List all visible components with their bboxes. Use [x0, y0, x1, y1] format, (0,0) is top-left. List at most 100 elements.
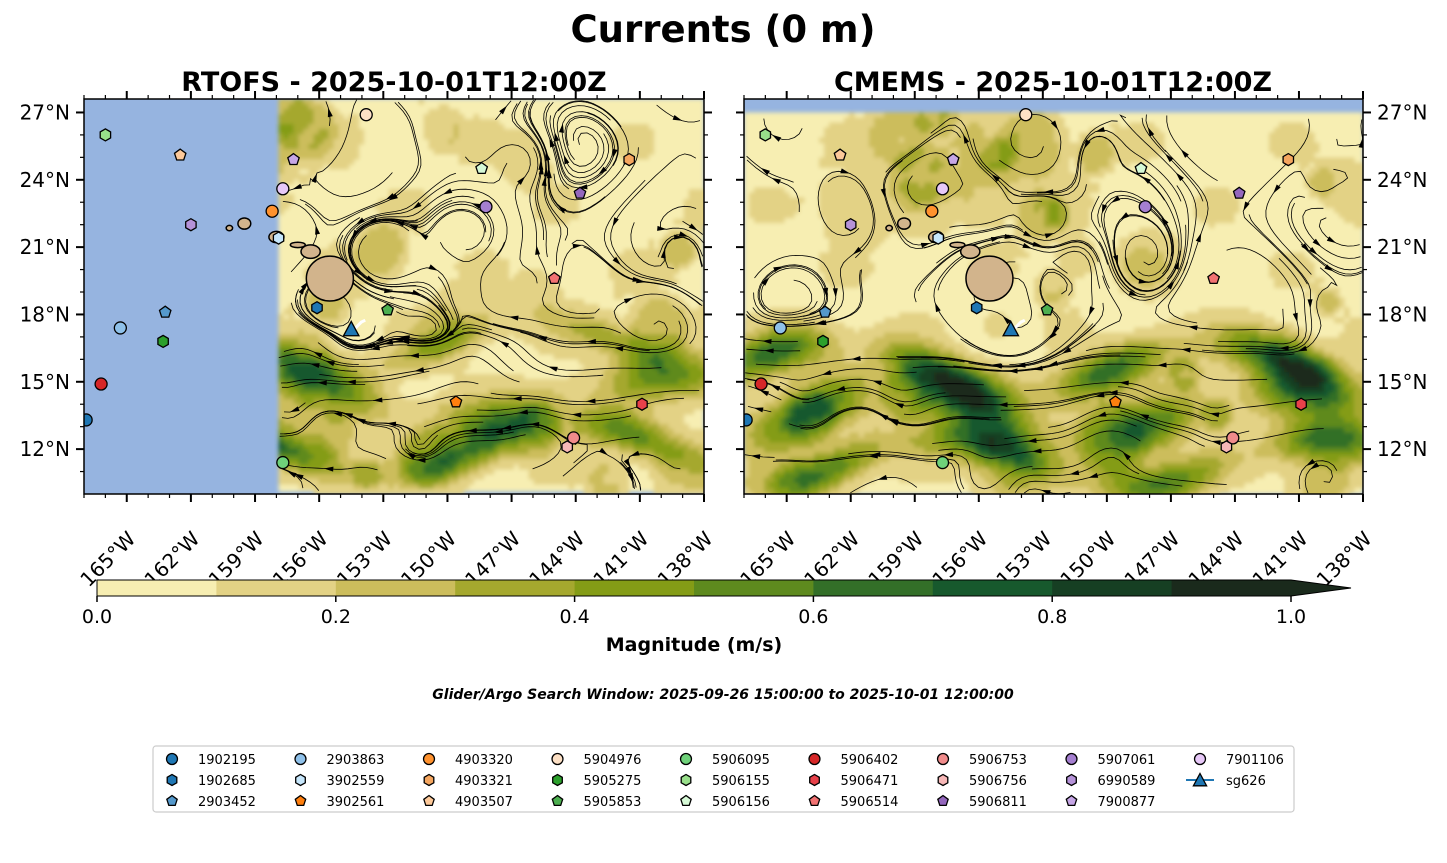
legend-marker-3902559 [295, 773, 306, 787]
streamline-arrow [548, 366, 558, 372]
streamline-arrow [298, 285, 306, 295]
legend-label-2903452: 2903452 [198, 795, 256, 810]
float-marker-3902559 [932, 231, 945, 245]
legend-marker-5906753 [936, 752, 950, 766]
streamline-arrow [1095, 126, 1105, 132]
streamline-arrow [538, 160, 544, 170]
streamline-arrow [1181, 347, 1191, 353]
float-marker-5905275 [817, 334, 829, 349]
streamline-arrow [1069, 470, 1080, 476]
streamline-arrow [384, 288, 394, 294]
float-marker-5906402 [94, 377, 108, 391]
streamline-arrow [1139, 414, 1150, 420]
streamline-arrow [317, 380, 327, 386]
float-marker-2903863 [773, 321, 787, 335]
glider-track [1013, 318, 1026, 330]
streamline [349, 210, 485, 261]
rtofs-panel: RTOFS - 2025-10-01T12:00Z 165°W 162°W 159°… [20, 67, 718, 592]
streamline-arrow [760, 167, 770, 176]
streamline-arrow [467, 427, 477, 433]
streamline-arrow [840, 168, 850, 174]
streamline-arrow [294, 473, 304, 480]
figure-title: Currents (0 m) [570, 8, 875, 51]
legend-marker-5905275 [552, 773, 563, 787]
streamline-arrow [412, 201, 422, 210]
legend-marker-3902561 [294, 794, 307, 807]
streamline-arrow [1147, 127, 1155, 137]
streamline-arrow [877, 474, 888, 480]
legend-label-5904976: 5904976 [584, 753, 642, 768]
streamline-arrow [416, 457, 426, 463]
streamline-arrow [499, 105, 508, 115]
streamline-arrow [1119, 380, 1129, 386]
legend-marker-5907061 [1065, 752, 1078, 766]
streamline-arrow [762, 339, 772, 345]
streamline-arrow [1166, 280, 1175, 290]
streamline-arrow [764, 348, 774, 354]
streamline-arrow [771, 177, 781, 185]
float-marker-5906402 [754, 377, 768, 391]
y-tick-label: 21°N [1377, 235, 1427, 259]
float-marker-5906753 [1226, 431, 1240, 445]
y-tick-label: 24°N [20, 168, 70, 192]
streamline-arrow [761, 277, 770, 286]
float-marker-5904976 [1019, 108, 1033, 122]
streamline-arrow [1094, 392, 1105, 398]
float-marker-3902561 [1108, 395, 1122, 408]
streamline-arrow [512, 396, 522, 402]
legend-label-5906753: 5906753 [969, 753, 1027, 768]
float-marker-5907061 [1138, 200, 1152, 214]
streamline-arrow [1122, 451, 1131, 461]
streamline-arrow [852, 246, 862, 255]
legend-label-5905275: 5905275 [584, 774, 642, 789]
float-marker-2903452 [818, 305, 832, 318]
streamline-arrow [1002, 315, 1012, 325]
streamline-arrow [920, 242, 931, 248]
colorbar-label: Magnitude (m/s) [606, 634, 783, 656]
streamline-arrow [753, 407, 764, 413]
legend-marker-4903507 [423, 794, 435, 807]
glider-marker-sg626 [1002, 320, 1020, 337]
streamline-arrow [1211, 440, 1221, 446]
search-window-text: Glider/Argo Search Window: 2025-09-26 15… [432, 687, 1014, 703]
legend-label-5906095: 5906095 [712, 753, 770, 768]
float-marker-5906514 [547, 271, 561, 285]
float-marker-5906811 [1232, 186, 1246, 199]
legend-label-6990589: 6990589 [1098, 774, 1156, 789]
streamline-arrow [414, 367, 425, 373]
legend-marker-7901106 [1193, 752, 1207, 766]
streamline-arrow [1050, 120, 1059, 130]
streamline-arrow [394, 221, 405, 227]
streamline-arrow [572, 243, 583, 249]
streamline-arrow [612, 217, 619, 227]
streamline-arrow [1044, 233, 1055, 239]
streamline-arrow [409, 353, 419, 359]
streamline-arrow [1312, 238, 1322, 247]
streamline-arrow [327, 107, 333, 118]
streamline-arrow [868, 453, 878, 459]
kauai-island [237, 217, 252, 230]
float-marker-3902559 [272, 231, 285, 245]
streamline-arrow [370, 345, 381, 351]
streamline-arrow [332, 411, 343, 417]
streamline-arrow [943, 451, 954, 457]
streamline-arrow [1141, 176, 1151, 184]
streamline-arrow [1041, 489, 1051, 494]
glider-marker-sg626 [342, 320, 361, 337]
legend-marker-5906514 [808, 794, 821, 807]
streamline-arrow [688, 223, 698, 231]
cmems-panel-title: CMEMS - 2025-10-01T12:00Z [834, 67, 1272, 98]
niihau-island [885, 224, 894, 232]
hawaii-island [305, 255, 355, 302]
legend-marker-7900877 [1065, 794, 1078, 807]
colorbar-segment [455, 580, 576, 596]
streamline-arrow [518, 409, 529, 415]
kauai-island [896, 217, 912, 230]
colorbar-outline [96, 579, 1352, 597]
legend-label-4903507: 4903507 [455, 795, 513, 810]
float-marker-1902195 [84, 413, 93, 427]
y-tick-label: 15°N [20, 370, 70, 394]
float-marker-5907061 [479, 200, 493, 214]
colorbar-segment [932, 580, 1053, 596]
float-marker-1902685 [970, 300, 983, 315]
